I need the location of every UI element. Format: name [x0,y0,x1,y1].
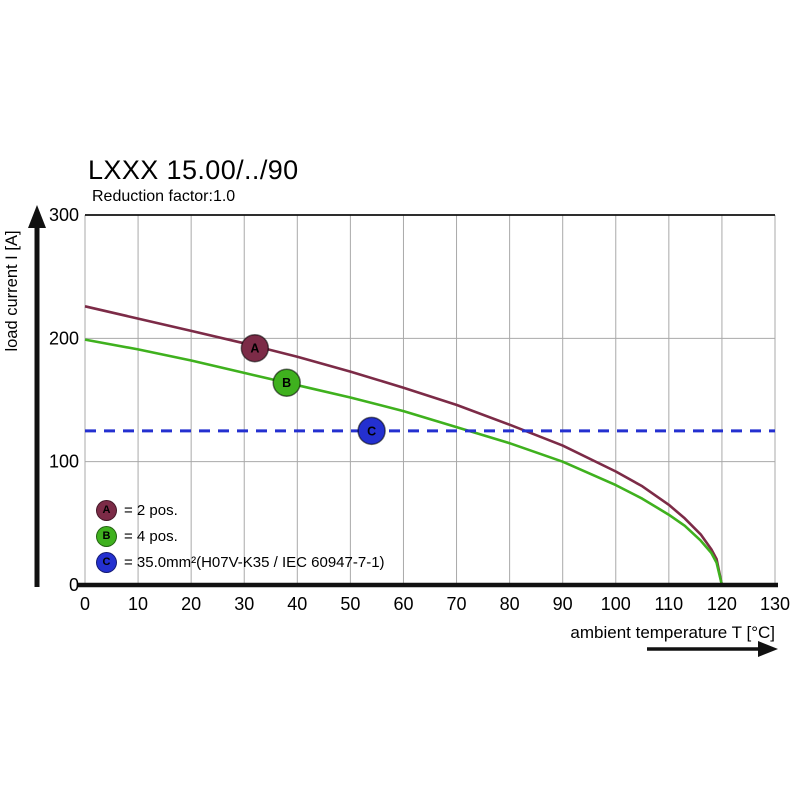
y-tick-label-100: 100 [49,452,79,472]
marker-A-label: A [250,342,259,356]
y-tick-label-0: 0 [69,575,79,595]
marker-C [357,416,386,446]
y-axis-label: load current I [A] [3,230,21,351]
legend-item-c: C = 35.0mm²(H07V-K35 / IEC 60947-7-1) [96,551,385,573]
x-axis-label: ambient temperature T [°C] [570,623,775,642]
marker-C-label: C [367,424,376,438]
legend-label-c: = 35.0mm²(H07V-K35 / IEC 60947-7-1) [124,553,385,571]
marker-B [272,368,301,397]
legend-item-b: B = 4 pos. [96,525,385,547]
x-tick-label-100: 100 [601,594,631,614]
x-tick-label-30: 30 [234,594,254,614]
x-tick-label-90: 90 [553,594,573,614]
x-tick-label-120: 120 [707,594,737,614]
legend-label-b: = 4 pos. [124,527,178,545]
chart-legend: A = 2 pos. B = 4 pos. C = 35.0mm²(H07V-K… [96,499,385,573]
legend-label-a: = 2 pos. [124,501,178,519]
x-tick-label-130: 130 [760,594,790,614]
x-tick-label-0: 0 [80,594,90,614]
marker-A [240,333,270,363]
x-tick-label-110: 110 [654,594,683,614]
legend-item-a: A = 2 pos. [96,499,385,521]
marker-B-label: B [282,376,291,390]
x-tick-label-70: 70 [447,594,467,614]
y-axis-arrowhead-icon [28,205,46,228]
x-tick-label-40: 40 [287,594,307,614]
x-tick-label-10: 10 [128,594,148,614]
x-tick-label-80: 80 [500,594,520,614]
x-axis-arrowhead-icon [758,641,778,657]
y-tick-label-200: 200 [49,328,79,348]
chart-subtitle: Reduction factor:1.0 [92,188,236,205]
legend-marker-b-icon: B [96,525,117,547]
x-tick-label-50: 50 [340,594,360,614]
series-A-curve [84,305,724,586]
legend-marker-a-icon: A [96,499,117,521]
legend-marker-c-icon: C [96,551,117,573]
x-tick-label-60: 60 [393,594,413,614]
chart-title: LXXX 15.00/../90 [88,155,299,185]
x-tick-label-20: 20 [181,594,201,614]
y-tick-label-300: 300 [49,205,79,225]
series-B-curve [84,338,724,586]
